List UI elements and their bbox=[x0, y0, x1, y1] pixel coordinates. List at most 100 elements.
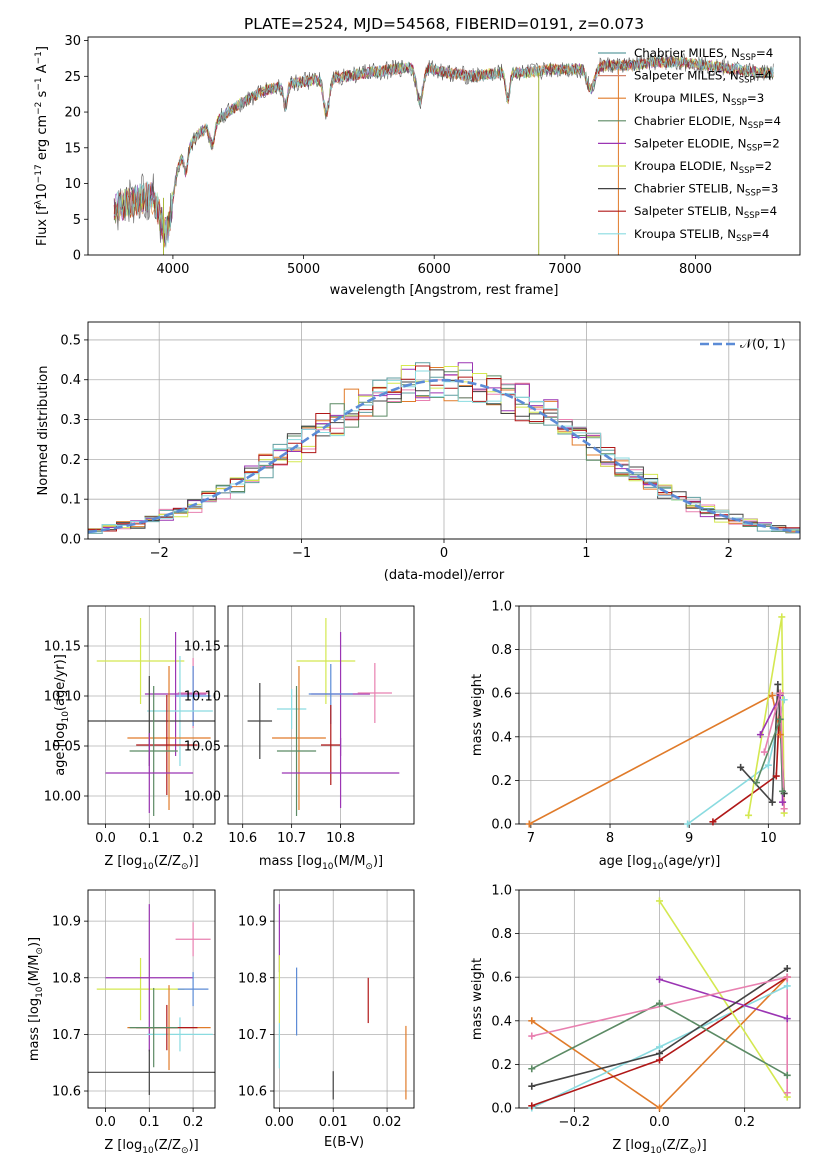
legend-part: Kroupa ELODIE, N bbox=[634, 159, 739, 173]
label-part: Z [log bbox=[612, 1138, 650, 1153]
x-tick-label: 10.6 bbox=[228, 831, 257, 846]
legend-label: Salpeter STELIB, NSSP=4 bbox=[634, 204, 777, 221]
series-marker bbox=[528, 1102, 536, 1110]
label-part: Flux [f bbox=[35, 205, 50, 246]
label-part: λ bbox=[34, 199, 44, 205]
y-tick-label: 0.4 bbox=[491, 1014, 512, 1029]
label-part: 10 bbox=[142, 1146, 154, 1156]
x-axis-label: mass [log10(M/M⊙)] bbox=[259, 854, 383, 872]
legend-label: Chabrier ELODIE, NSSP=4 bbox=[634, 114, 781, 131]
y-tick-label: 10.15 bbox=[44, 640, 81, 655]
y-tick-label: 10.10 bbox=[44, 690, 81, 705]
y-tick-label: 0.1 bbox=[60, 493, 81, 508]
histogram-step bbox=[88, 370, 800, 534]
series-marker bbox=[768, 798, 776, 806]
series-marker bbox=[656, 975, 663, 983]
panel-weight_vs_Z: −0.2 0.0 0.2 0.0 0.2 0.4 0.6 0.8 1.0 Z [log10(Z/Z… bbox=[470, 884, 801, 1156]
legend-part: =4 bbox=[764, 114, 781, 128]
series-marker bbox=[783, 982, 791, 990]
y-axis-label: age [log10(age/yr)] bbox=[53, 654, 71, 776]
series-marker bbox=[656, 999, 663, 1007]
legend-part: SSP bbox=[746, 143, 762, 153]
series-marker bbox=[783, 973, 791, 981]
series-marker bbox=[656, 897, 663, 905]
plot-area bbox=[113, 53, 774, 255]
y-axis-label: mass weight bbox=[470, 958, 485, 1040]
legend-part: Salpeter ELODIE, N bbox=[634, 136, 746, 150]
y-tick-label: 0.5 bbox=[60, 333, 81, 348]
label-part: ⊙ bbox=[35, 947, 45, 955]
series-marker bbox=[656, 1050, 663, 1057]
x-tick-label: 0.02 bbox=[373, 1115, 402, 1130]
axes-frame bbox=[87, 321, 801, 540]
x-tick-label: 0 bbox=[440, 546, 448, 561]
series-marker bbox=[656, 1104, 663, 1112]
y-tick-label: 1.0 bbox=[491, 600, 512, 615]
legend-label: Salpeter MILES, NSSP=4 bbox=[634, 69, 772, 86]
label-part: (age/yr)] bbox=[663, 854, 720, 869]
label-part: (Z/Z bbox=[154, 854, 181, 869]
legend-part: Chabrier ELODIE, N bbox=[634, 114, 748, 128]
y-axis-label: mass [log10(M/M⊙)] bbox=[27, 937, 45, 1061]
panel-mass_vs_Z: 0.0 0.1 0.210.610.710.810.9Z [log10(Z/Z⊙)]… bbox=[27, 889, 216, 1156]
legend-part: =4 bbox=[755, 69, 772, 83]
y-tick-label: 10.7 bbox=[238, 1028, 267, 1043]
legend-label: Chabrier STELIB, NSSP=3 bbox=[634, 182, 778, 199]
y-tick-label: 0.6 bbox=[491, 687, 512, 702]
series-marker bbox=[528, 1065, 536, 1073]
label-part: s bbox=[35, 90, 50, 101]
label-part: ] bbox=[35, 46, 50, 51]
x-axis-label: Z [log10(Z/Z⊙)] bbox=[104, 854, 198, 872]
legend-label: Salpeter ELODIE, NSSP=2 bbox=[634, 136, 780, 153]
legend-label: 𝒩(0, 1) bbox=[740, 336, 786, 351]
histogram-step bbox=[88, 369, 800, 534]
legend-part: SSP bbox=[739, 166, 755, 176]
legend-label: Kroupa STELIB, NSSP=4 bbox=[634, 227, 769, 244]
series-line bbox=[531, 976, 788, 1108]
y-tick-label: 0.3 bbox=[60, 413, 81, 428]
label-part: −1 bbox=[34, 77, 44, 90]
y-tick-label: 10.05 bbox=[184, 740, 221, 755]
label-part: 10 bbox=[652, 862, 664, 872]
y-tick-label: 10.05 bbox=[44, 740, 81, 755]
x-tick-label: 0.2 bbox=[183, 1115, 204, 1130]
y-tick-label: 0.0 bbox=[491, 818, 512, 833]
axes-frame bbox=[227, 605, 415, 825]
axes-frame bbox=[273, 889, 415, 1109]
x-tick-label: 0.0 bbox=[649, 1115, 670, 1130]
label-part: 10 bbox=[35, 986, 45, 998]
x-tick-label: 8000 bbox=[679, 262, 712, 277]
legend-part: =4 bbox=[752, 227, 769, 241]
legend-part: Kroupa MILES, N bbox=[634, 91, 731, 105]
label-part: 10 bbox=[61, 711, 71, 723]
x-axis-label: E(B-V) bbox=[324, 1135, 364, 1150]
y-tick-label: 20 bbox=[64, 106, 81, 121]
y-tick-label: 10.9 bbox=[238, 915, 267, 930]
series-line bbox=[659, 978, 788, 1020]
legend-part: SSP bbox=[739, 76, 755, 86]
y-tick-label: 1.0 bbox=[491, 884, 512, 899]
y-tick-label: 0.2 bbox=[491, 1058, 512, 1073]
label-part: A bbox=[35, 64, 50, 77]
label-part: (M/M bbox=[27, 955, 42, 987]
axes-frame bbox=[518, 605, 801, 825]
x-axis-label: Z [log10(Z/Z⊙)] bbox=[104, 1138, 198, 1156]
series-marker bbox=[780, 805, 788, 813]
label-part: −1 bbox=[34, 51, 44, 64]
x-tick-label: 6000 bbox=[418, 262, 451, 277]
y-axis-label: mass weight bbox=[470, 674, 485, 756]
legend-part: SSP bbox=[736, 234, 752, 244]
y-tick-label: 0.4 bbox=[60, 373, 81, 388]
normal-curve bbox=[88, 378, 800, 534]
series-marker bbox=[656, 1043, 663, 1051]
series-marker bbox=[768, 691, 776, 699]
label-part: age [log bbox=[599, 854, 652, 869]
x-tick-label: −0.2 bbox=[559, 1115, 591, 1130]
y-tick-label: 25 bbox=[64, 70, 81, 85]
panel-mass_vs_ebv: 0.00 0.01 0.02 10.6 10.7 10.8 10.9 E(B-V) bbox=[238, 889, 415, 1150]
spectrum-line bbox=[113, 56, 774, 248]
y-tick-label: 0.0 bbox=[60, 533, 81, 548]
